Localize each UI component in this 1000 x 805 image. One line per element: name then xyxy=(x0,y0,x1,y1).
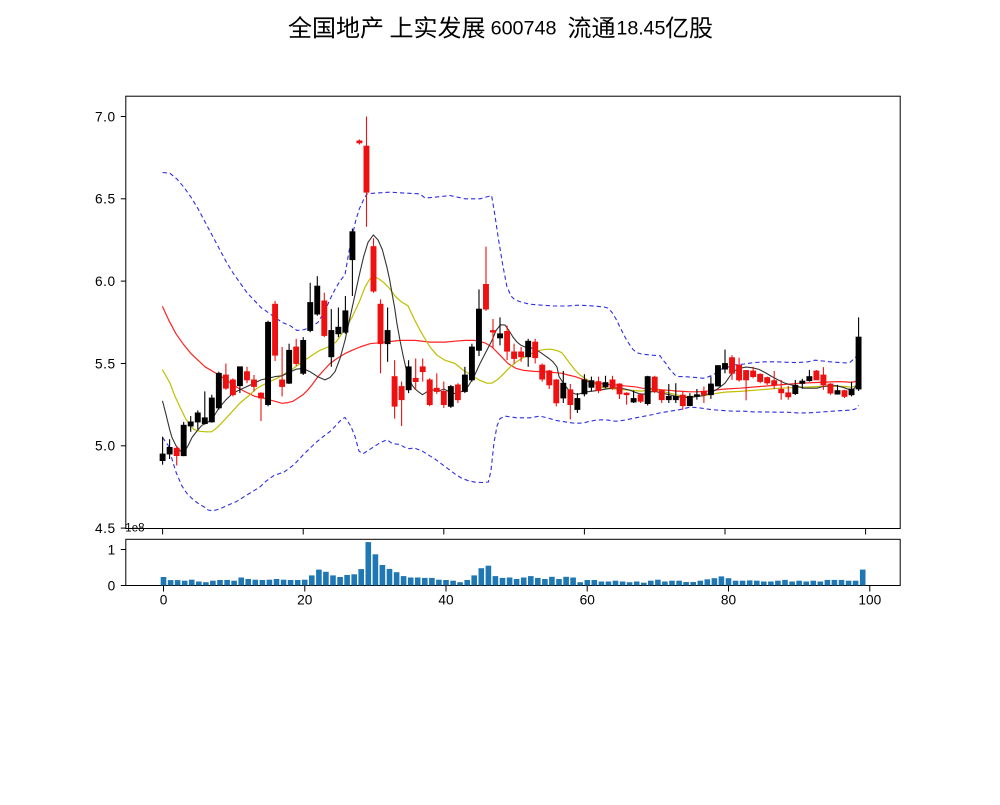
svg-text:20: 20 xyxy=(297,592,313,607)
svg-text:600748: 600748 xyxy=(491,18,557,40)
svg-text:60: 60 xyxy=(580,592,596,607)
svg-text:6.5: 6.5 xyxy=(95,192,116,207)
svg-text:1: 1 xyxy=(108,542,116,557)
svg-text:40: 40 xyxy=(438,592,454,607)
svg-text:1e8: 1e8 xyxy=(125,523,144,535)
svg-text:100: 100 xyxy=(858,592,881,607)
svg-text:0: 0 xyxy=(108,578,116,593)
svg-text:80: 80 xyxy=(721,592,737,607)
svg-text:4.5: 4.5 xyxy=(95,521,116,536)
svg-text:7.0: 7.0 xyxy=(95,109,116,124)
svg-text:5.5: 5.5 xyxy=(95,356,116,371)
svg-text:5.0: 5.0 xyxy=(95,439,116,454)
svg-text:0: 0 xyxy=(160,592,168,607)
svg-text:45: 45 xyxy=(644,18,666,40)
svg-text:.: . xyxy=(638,18,644,40)
svg-text:6.0: 6.0 xyxy=(95,274,116,289)
svg-text:18: 18 xyxy=(616,18,638,40)
